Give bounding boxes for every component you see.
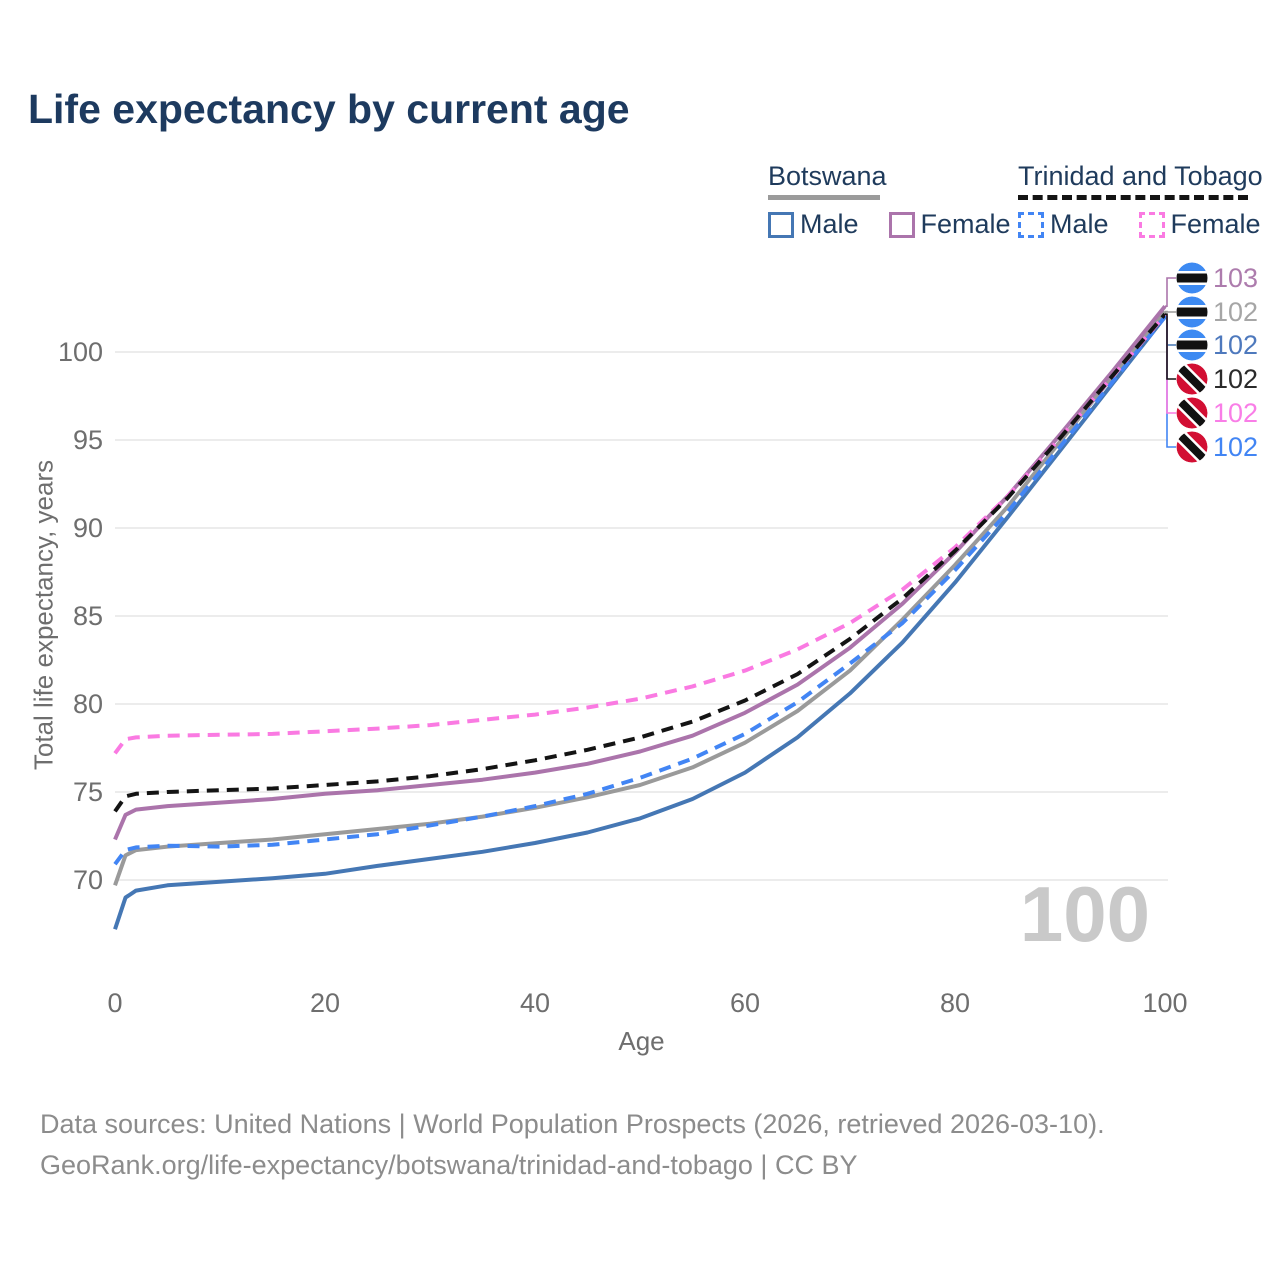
series-line-tt-total (113, 312, 1167, 813)
trinidad-and-tobago-flag-icon (1176, 431, 1208, 463)
legend-item-botswana-male[interactable]: Male (768, 209, 859, 240)
y-tick-label: 100 (58, 337, 103, 367)
legend-swatch-botswana-female (888, 211, 915, 238)
legend-item-trinidad-male[interactable]: Male (1018, 209, 1109, 240)
age-counter-watermark: 100 (1020, 870, 1150, 958)
legend-item-label: Male (800, 209, 859, 239)
botswana-flag-icon (1176, 296, 1208, 328)
legend-underline-botswana (768, 195, 880, 200)
legend-item-botswana-female[interactable]: Female (888, 209, 1011, 240)
botswana-flag-icon (1176, 329, 1208, 361)
x-axis-title: Age (618, 1026, 665, 1056)
x-tick-label: 0 (107, 988, 122, 1018)
legend-swatch-trinidad-male (1018, 211, 1044, 238)
legend-group-botswana: Botswana Male Female (768, 160, 1041, 240)
legend-item-trinidad-female[interactable]: Female (1138, 209, 1261, 240)
y-tick-label: 80 (73, 689, 103, 719)
trinidad-and-tobago-flag-icon (1176, 363, 1208, 395)
legend-swatch-botswana-male (768, 211, 794, 238)
legend-group-trinidad-and-tobago: Trinidad and Tobago Male Female (1018, 160, 1280, 240)
end-value-label-bw-male: 102 (1213, 330, 1258, 360)
y-tick-label: 95 (73, 425, 103, 455)
series-line-bw-male (113, 315, 1167, 930)
y-tick-label: 70 (73, 865, 103, 895)
y-tick-label: 90 (73, 513, 103, 543)
footer-attribution-url: GeoRank.org/life-expectancy/botswana/tri… (40, 1150, 858, 1180)
series-line-tt-female (113, 313, 1167, 755)
y-tick-label: 75 (73, 777, 103, 807)
footer: Data sources: United Nations | World Pop… (40, 1104, 1105, 1186)
end-value-label-bw-total: 102 (1213, 297, 1258, 327)
footer-data-sources: Data sources: United Nations | World Pop… (40, 1109, 1105, 1139)
end-value-label-tt-female: 102 (1213, 398, 1258, 428)
end-label-connector-bw-female (1165, 277, 1176, 307)
legend-item-label: Female (1170, 209, 1261, 239)
end-value-label-tt-total: 102 (1213, 364, 1258, 394)
legend-group-title-botswana: Botswana (768, 161, 887, 191)
x-tick-label: 100 (1142, 988, 1187, 1018)
botswana-flag-icon (1176, 262, 1208, 294)
x-tick-label: 60 (730, 988, 760, 1018)
end-value-label-tt-male: 102 (1213, 432, 1258, 462)
legend-item-label: Male (1050, 209, 1109, 239)
end-value-label-bw-female: 103 (1213, 263, 1258, 293)
x-tick-label: 40 (520, 988, 550, 1018)
x-tick-label: 20 (310, 988, 340, 1018)
legend-swatch-trinidad-female (1138, 211, 1165, 238)
end-label-connector-bw-total (1165, 310, 1176, 313)
legend-item-label: Female (920, 209, 1011, 239)
series-line-tt-male (113, 315, 1167, 866)
series-line-bw-total (113, 310, 1167, 886)
x-tick-label: 80 (940, 988, 970, 1018)
legend-underline-trinidad-and-tobago (1018, 195, 1248, 200)
page-title: Life expectancy by current age (28, 86, 630, 132)
end-label-connector-tt-total (1165, 313, 1176, 380)
trinidad-and-tobago-flag-icon (1176, 397, 1208, 429)
series-line-bw-female (113, 304, 1167, 841)
legend-group-title-trinidad-and-tobago: Trinidad and Tobago (1018, 161, 1263, 191)
y-axis-title: Total life expectancy, years (28, 459, 59, 771)
y-tick-label: 85 (73, 601, 103, 631)
